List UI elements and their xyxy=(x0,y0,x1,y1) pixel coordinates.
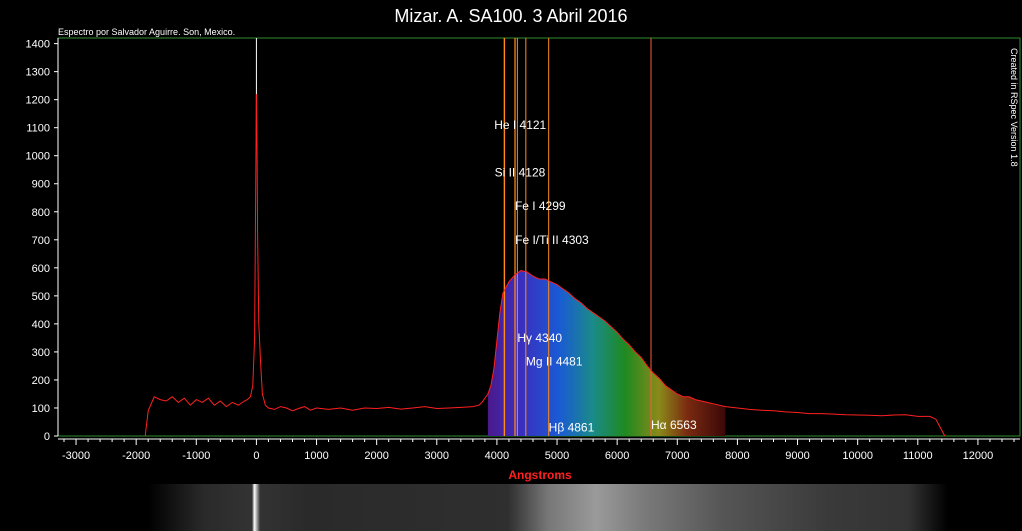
y-tick-label: 700 xyxy=(32,235,50,247)
spectral-line-label: He I 4121 xyxy=(494,118,546,132)
y-tick-label: 900 xyxy=(32,179,50,191)
y-tick-label: 0 xyxy=(44,431,50,443)
y-tick-label: 1200 xyxy=(26,95,50,107)
x-tick-label: 2000 xyxy=(364,450,388,462)
x-tick-label: 10000 xyxy=(842,450,873,462)
spectral-line-labels: He I 4121 Si II 4128 Fe I 4299 Fe I/Ti II 4… xyxy=(494,118,697,435)
spectral-line-label: Hγ 4340 xyxy=(517,331,562,345)
credit-text: Espectro por Salvador Aguirre. Son, Mexi… xyxy=(58,27,236,37)
x-tick-label: 6000 xyxy=(605,450,629,462)
spectrum-series-line xyxy=(144,94,946,437)
spectral-line-label: Mg II 4481 xyxy=(526,355,583,369)
x-tick-label: 8000 xyxy=(725,450,749,462)
x-tick-label: -3000 xyxy=(62,450,90,462)
y-tick-label: 300 xyxy=(32,347,50,359)
y-tick-label: 800 xyxy=(32,207,50,219)
y-tick-label: 200 xyxy=(32,375,50,387)
chart-title: Mizar. A. SA100. 3 Abril 2016 xyxy=(394,6,628,26)
x-tick-label: 5000 xyxy=(545,450,569,462)
y-tick-label: 500 xyxy=(32,291,50,303)
spectral-line-label: Fe I 4299 xyxy=(515,199,566,213)
y-tick-label: 1100 xyxy=(26,123,50,135)
spectral-line-label: Si II 4128 xyxy=(495,166,546,180)
y-tick-label: 1400 xyxy=(26,39,50,51)
y-tick-label: 1000 xyxy=(26,151,50,163)
y-tick-label: 600 xyxy=(32,263,50,275)
x-axis: -3000 -2000 -1000 0 1000 2000 3000 4000 5000 6000… xyxy=(58,438,1020,462)
y-tick-label: 100 xyxy=(32,403,50,415)
spectral-line-label: Hβ 4861 xyxy=(549,421,595,435)
spectral-line-label: Hα 6563 xyxy=(651,418,697,432)
spectrum-strip xyxy=(148,484,948,531)
created-by-text: Created in RSpec Version 1.8 xyxy=(1009,48,1019,167)
x-tick-label: 1000 xyxy=(304,450,328,462)
spectral-line-label: Fe I/Ti II 4303 xyxy=(515,233,589,247)
y-axis: 0 100 200 300 400 500 600 700 800 900 1000 1100 1200… xyxy=(26,38,59,443)
x-axis-label: Angstroms xyxy=(508,468,572,482)
x-tick-label: 0 xyxy=(253,450,259,462)
x-tick-label: -1000 xyxy=(182,450,210,462)
x-tick-label: 7000 xyxy=(665,450,689,462)
x-tick-label: 11000 xyxy=(903,450,933,462)
x-tick-label: 9000 xyxy=(785,450,809,462)
spectral-line-group xyxy=(503,38,652,436)
x-tick-label: 3000 xyxy=(425,450,449,462)
y-tick-label: 400 xyxy=(32,319,50,331)
x-tick-label: 12000 xyxy=(963,450,994,462)
y-tick-label: 1300 xyxy=(26,67,50,79)
x-tick-label: -2000 xyxy=(122,450,150,462)
x-tick-label: 4000 xyxy=(485,450,509,462)
